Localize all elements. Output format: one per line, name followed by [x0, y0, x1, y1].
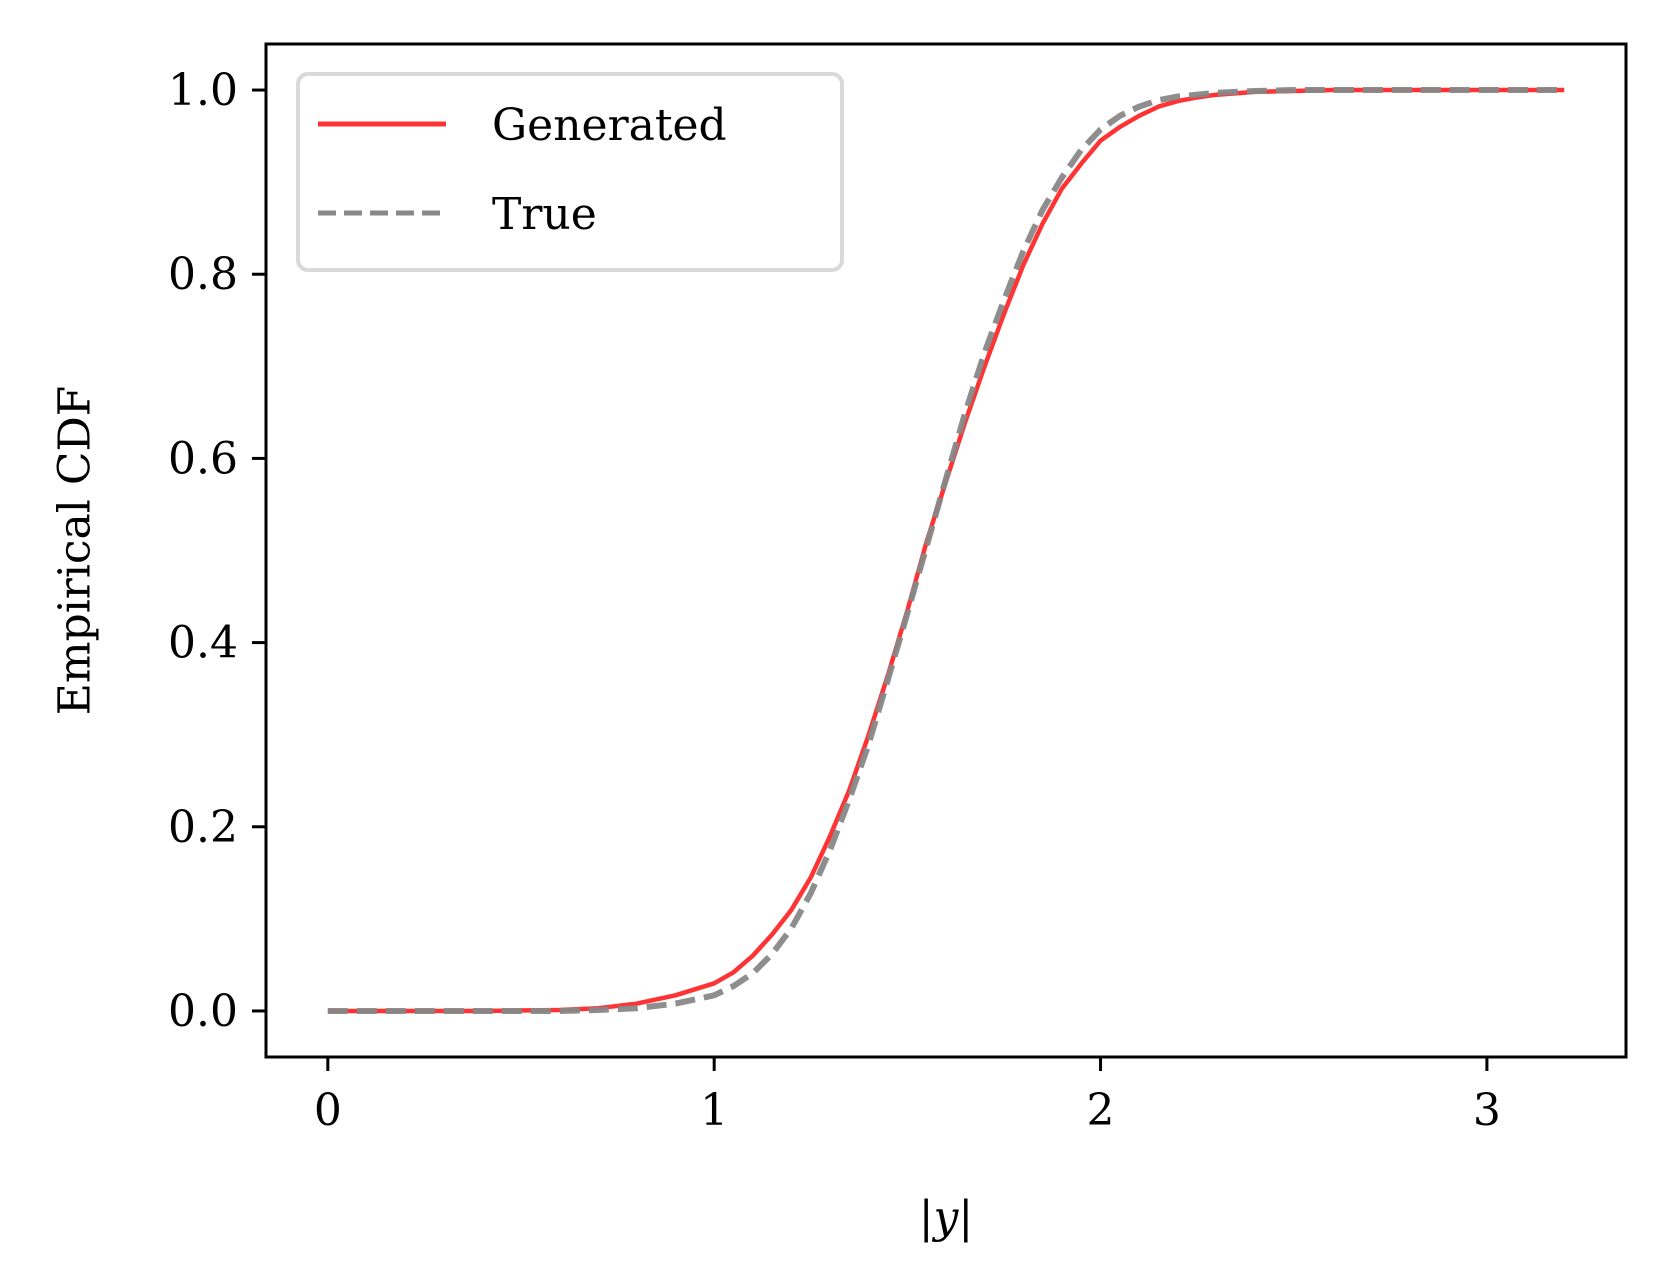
axes-frame: [264, 42, 1628, 1059]
x-tick-label: 1: [700, 1085, 728, 1136]
x-axis-ticks: 0 1 2 3: [314, 1057, 1501, 1136]
y-tick-label: 0.2: [168, 802, 238, 853]
x-tick-label: 2: [1087, 1085, 1115, 1136]
x-axis-label: |y|: [919, 1192, 974, 1243]
y-tick-label: 1.0: [168, 65, 238, 116]
y-tick-label: 0.6: [168, 433, 238, 484]
y-axis-label: Empirical CDF: [49, 386, 100, 716]
y-axis-ticks: 0.0 0.2 0.4 0.6 0.8 1.0: [168, 65, 266, 1037]
y-tick-label: 0.8: [168, 249, 238, 300]
series-line-true: [327, 87, 1565, 1014]
legend-label-true: True: [492, 189, 597, 240]
legend: Generated True: [296, 72, 844, 272]
y-tick-label: 0.0: [168, 986, 238, 1037]
y-tick-label: 0.4: [168, 618, 238, 669]
x-tick-label: 3: [1473, 1085, 1501, 1136]
plot-area: [327, 87, 1565, 1014]
legend-label-generated: Generated: [492, 100, 727, 151]
x-tick-label: 0: [314, 1085, 342, 1136]
